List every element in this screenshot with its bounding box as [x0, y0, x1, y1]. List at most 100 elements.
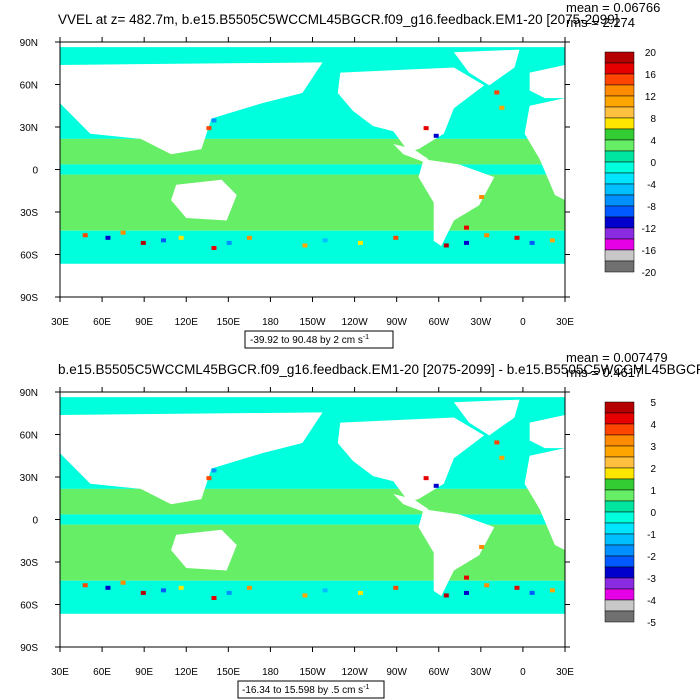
y-tick-label: 90S: [20, 643, 38, 654]
anomaly-cell-5: [178, 235, 184, 240]
anomaly-cell-8: [246, 585, 252, 590]
anomaly-cell-3: [140, 590, 146, 595]
north-america-land: [337, 67, 485, 152]
anomaly-cell-14: [464, 240, 469, 245]
anomaly-cell-8: [246, 235, 252, 240]
map-panel-top: VVEL at z= 482.7m, b.e15.B5505C5WCCML45B…: [20, 0, 660, 349]
y-tick-label: 90S: [20, 293, 38, 304]
ocean-band-1: [60, 138, 565, 165]
rms-label: rms = 2.274: [566, 15, 635, 30]
australia-land: [171, 529, 237, 571]
anomaly-cell-10: [322, 588, 328, 593]
anomaly-cell-13: [443, 243, 449, 248]
anomaly-cell-7: [226, 240, 232, 245]
colorbar-label: 12: [645, 92, 657, 103]
colorbar-swatch: [604, 500, 635, 513]
north-america-land: [337, 417, 485, 502]
y-tick-label: 30S: [20, 558, 38, 569]
anomaly-cell-18: [549, 238, 555, 243]
asia-land: [60, 62, 323, 155]
anomaly-cell-1: [105, 235, 111, 240]
colorbar-swatch: [604, 117, 635, 130]
anomaly-cell-18: [549, 588, 555, 593]
colorbar-swatch: [604, 555, 635, 568]
colorbar-swatch: [604, 73, 635, 86]
colorbar-swatch: [604, 599, 635, 612]
x-tick-label: 0: [520, 317, 526, 328]
x-tick-label: 150W: [299, 317, 326, 328]
colorbar-swatch: [604, 445, 635, 458]
x-tick-label: 150E: [217, 667, 241, 678]
anomaly-cell-24: [494, 90, 500, 95]
colorbar-label: 2: [650, 464, 656, 475]
anomaly-cell-17: [529, 240, 535, 245]
x-tick-label: 180: [262, 667, 279, 678]
x-tick-label: 120W: [342, 667, 369, 678]
colorbar-swatch: [604, 423, 635, 436]
colorbar-swatch: [604, 566, 635, 579]
australia-land: [171, 179, 237, 221]
anomaly-cell-6: [211, 246, 217, 250]
colorbar-label: 16: [645, 70, 657, 81]
central-america-land: [393, 144, 429, 162]
x-tick-label: 90E: [135, 317, 153, 328]
x-tick-label: 30E: [51, 317, 69, 328]
x-tick-label: 90W: [386, 317, 407, 328]
anomaly-cell-5: [178, 585, 184, 590]
europe-land: [529, 414, 565, 449]
colorbar-swatch: [604, 412, 635, 425]
anomaly-cell-23: [499, 455, 505, 460]
anomaly-cell-26: [464, 225, 469, 230]
y-tick-label: 0: [32, 516, 38, 527]
colorbar-label: 8: [650, 114, 656, 125]
colorbar-label: 0: [650, 508, 656, 519]
x-tick-label: 90E: [135, 667, 153, 678]
map-panel-bottom: b.e15.B5505C5WCCML45BGCR.f09_g16.feedbac…: [20, 350, 700, 699]
africa-land: [524, 448, 565, 551]
greenland-land: [453, 399, 520, 436]
anomaly-cell-25: [479, 545, 485, 549]
colorbar-swatch: [604, 610, 635, 623]
anomaly-cell-14: [464, 590, 469, 595]
colorbar-label: -5: [647, 618, 656, 629]
anomaly-cell-12: [393, 585, 399, 590]
y-tick-label: 60S: [20, 251, 38, 262]
antarctica-land: [60, 263, 565, 297]
colorbar-swatch: [604, 128, 635, 141]
ocean-band-4: [60, 230, 565, 264]
colorbar-swatch: [604, 577, 635, 590]
x-tick-label: 30E: [556, 317, 574, 328]
panel-title: VVEL at z= 482.7m, b.e15.B5505C5WCCML45B…: [58, 12, 618, 27]
ocean-band-2: [60, 164, 565, 175]
colorbar-swatch: [604, 51, 635, 64]
y-tick-label: 30N: [20, 123, 38, 134]
colorbar-swatch: [604, 216, 635, 229]
anomaly-cell-9: [302, 593, 308, 598]
colorbar-swatch: [604, 544, 635, 557]
arctic-top: [60, 42, 565, 48]
ocean-band-1: [60, 488, 565, 515]
anomaly-cell-20: [211, 118, 217, 123]
colorbar-swatch: [604, 183, 635, 196]
range-box: [244, 330, 394, 349]
colorbar-label: -12: [642, 224, 657, 235]
colorbar-swatch: [604, 95, 635, 108]
anomaly-cell-2: [120, 230, 126, 235]
colorbar-label: 3: [650, 442, 656, 453]
colorbar-swatch: [604, 478, 635, 491]
colorbar-label: -4: [647, 596, 656, 607]
y-tick-label: 60S: [20, 601, 38, 612]
colorbar-swatch: [604, 249, 635, 262]
x-tick-label: 30E: [51, 667, 69, 678]
colorbar-swatch: [604, 62, 635, 75]
anomaly-cell-15: [484, 233, 490, 238]
colorbar-swatch: [604, 161, 635, 174]
mean-label: mean = 0.007479: [566, 350, 668, 365]
colorbar-swatch: [604, 467, 635, 480]
antarctica-land: [60, 613, 565, 647]
x-tick-label: 60W: [428, 667, 449, 678]
land-mask: [60, 392, 565, 647]
colorbar-swatch: [604, 194, 635, 207]
colorbar-swatch: [604, 522, 635, 535]
anomaly-cell-1: [105, 585, 111, 590]
